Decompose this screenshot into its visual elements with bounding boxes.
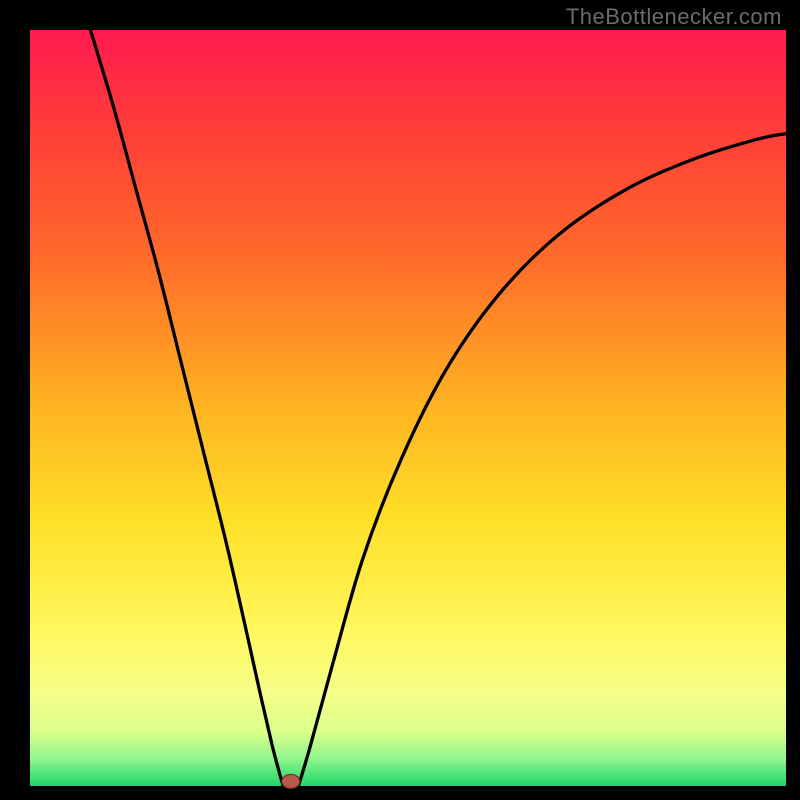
optimal-point-marker xyxy=(282,774,300,788)
chart-svg xyxy=(0,0,800,800)
plot-background xyxy=(30,30,786,786)
chart-frame: TheBottlenecker.com xyxy=(0,0,800,800)
watermark-text: TheBottlenecker.com xyxy=(566,4,782,30)
